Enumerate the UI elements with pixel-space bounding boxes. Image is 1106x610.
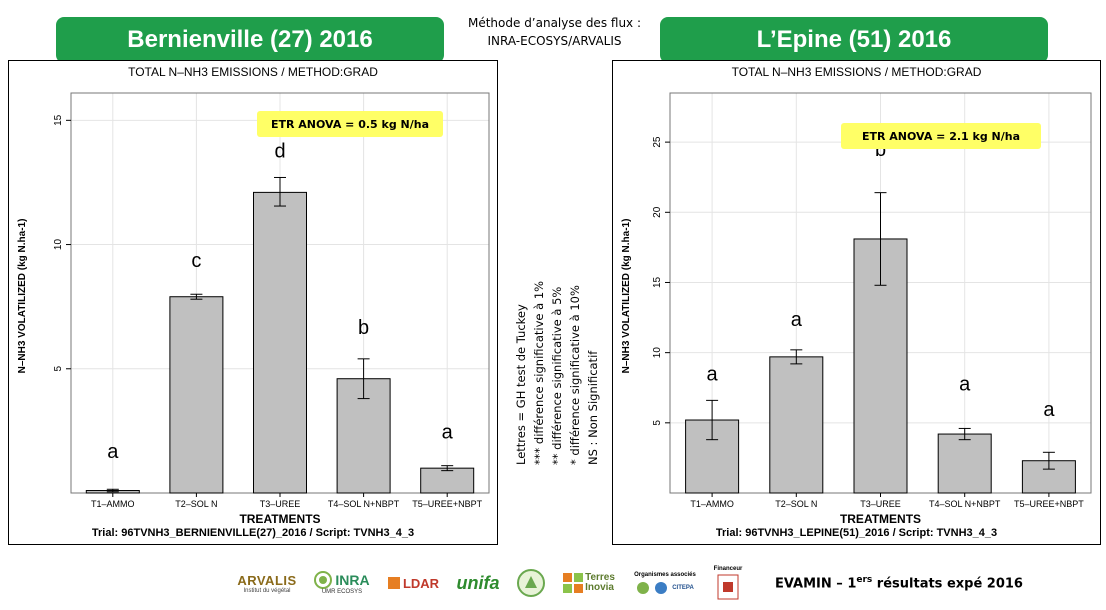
x-axis-label: TREATMENTS — [840, 512, 921, 526]
ldar-emblem-icon — [387, 577, 400, 589]
arvalis-logo: ARVALIS Institut du végétal — [234, 573, 300, 594]
footer-superscript: ers — [856, 575, 873, 585]
y-tick-label: 25 — [652, 136, 663, 148]
inra-logo: INRA UMR ECOSYS — [308, 571, 376, 595]
y-tick-label: 20 — [652, 206, 663, 218]
bar — [169, 296, 224, 494]
ademe-emblem-icon — [717, 574, 739, 600]
footer-text-after: résultats expé 2016 — [872, 576, 1023, 592]
y-tick-label: 15 — [652, 276, 663, 288]
legend-line: * différence significative à 10% — [568, 285, 582, 465]
significance-letter: b — [358, 317, 369, 339]
y-tick-label: 10 — [652, 347, 663, 359]
significance-letter: a — [707, 364, 719, 386]
x-tick-label: T5–UREE+NBPT — [412, 499, 482, 509]
terres-inovia-logo: Terres Inovia — [556, 573, 622, 593]
x-tick-label: T5–UREE+NBPT — [1014, 499, 1084, 509]
x-tick-label: T4–SOL N+NBPT — [328, 499, 400, 509]
significance-letter: a — [959, 374, 971, 396]
y-tick-label: 10 — [53, 239, 64, 251]
inra-logo-name: INRA — [335, 572, 370, 588]
terres-inovia-emblem-icon — [563, 573, 584, 593]
x-tick-label: T3–UREE — [860, 499, 901, 509]
significance-letter: b — [875, 139, 886, 161]
legend-line: Lettres = GH test de Tuckey — [514, 304, 528, 465]
unifa-logo-name: unifa — [456, 572, 500, 593]
legend-line: NS : Non Significatif — [586, 350, 600, 465]
significance-legend: Lettres = GH test de Tuckey *** différen… — [512, 165, 602, 465]
y-axis-label: N–NH3 VOLATILIZED (kg N.ha-1) — [621, 219, 632, 374]
y-tick-label: 5 — [652, 420, 663, 426]
ldar-logo-name: LDAR — [402, 575, 440, 591]
inra-logo-sub: UMR ECOSYS — [321, 589, 363, 595]
y-tick-label: 15 — [53, 114, 64, 126]
y-axis-label: N–NH3 VOLATILIZED (kg N.ha-1) — [17, 219, 28, 374]
trial-caption: Trial: 96TVNH3_LEPINE(51)_2016 / Script:… — [715, 527, 998, 539]
itb-emblem-icon — [517, 569, 545, 597]
financeur-logo: Financeur — [708, 566, 748, 600]
method-note: Méthode d’analyse des flux : INRA-ECOSYS… — [452, 14, 657, 50]
significance-letter: a — [107, 441, 119, 463]
etr-anova-label: ETR ANOVA = 0.5 kg N/ha — [271, 118, 429, 131]
assoc-org-icon — [637, 581, 650, 594]
terres-logo-name: Terres — [585, 572, 615, 583]
significance-letter: a — [442, 421, 454, 443]
unifa-logo: unifa — [450, 573, 506, 594]
site-banner-left-label: Bernienville (27) 2016 — [127, 26, 373, 53]
chart-title-text: TOTAL N–NH3 EMISSIONS / METHOD:GRAD — [128, 65, 378, 79]
significance-letter: a — [791, 309, 803, 331]
bar-chart-right: a a b a a 5 10 15 20 25 T1–AMMO T2–SOL N T3–UREE T4–S… — [621, 92, 1092, 526]
y-tick-label: 5 — [53, 366, 64, 372]
bar-chart-left: a c d b a 5 10 15 T1–AMMO T2–SOL N T3–UREE T4–SOL N… — [17, 92, 490, 526]
bar — [420, 467, 475, 494]
x-tick-label: T4–SOL N+NBPT — [929, 499, 1001, 509]
bar — [253, 191, 307, 494]
chart-title-text: TOTAL N–NH3 EMISSIONS / METHOD:GRAD — [731, 65, 982, 79]
inovia-logo-name: Inovia — [585, 582, 614, 593]
financeur-title: Financeur — [713, 566, 743, 572]
x-tick-label: T3–UREE — [260, 499, 301, 509]
associated-orgs-title: Organismes associés — [634, 571, 696, 578]
significance-letter: d — [274, 141, 285, 163]
footer-caption: EVAMIN – 1ers résultats expé 2016 — [775, 575, 1023, 591]
associated-orgs-logos: Organismes associés CITEPA — [630, 572, 700, 595]
ldar-logo: LDAR — [384, 576, 442, 591]
legend-line: *** différence significative à 1% — [532, 280, 546, 465]
site-banner-left: Bernienville (27) 2016 — [56, 17, 444, 63]
x-tick-label: T2–SOL N — [775, 499, 817, 509]
x-tick-label: T1–AMMO — [91, 499, 135, 509]
etr-anova-label: ETR ANOVA = 2.1 kg N/ha — [862, 130, 1020, 143]
etr-anova-box — [841, 123, 1041, 149]
bar — [937, 433, 992, 494]
arvalis-logo-name: ARVALIS — [237, 572, 297, 588]
bar — [769, 356, 824, 494]
legend-line: ** différence significative à 5% — [550, 286, 564, 465]
method-line-1: Méthode d’analyse des flux : — [467, 16, 642, 30]
method-line-2: INRA-ECOSYS/ARVALIS — [487, 34, 622, 48]
x-tick-label: T1–AMMO — [690, 499, 734, 509]
assoc-org-icon — [655, 581, 668, 594]
inra-emblem-icon — [314, 571, 333, 589]
etr-anova-box — [257, 111, 443, 137]
significance-letter: c — [191, 250, 201, 272]
x-axis-label: TREATMENTS — [239, 512, 320, 526]
footer-text-before: EVAMIN – 1 — [775, 576, 857, 592]
partner-logos: ARVALIS Institut du végétal INRA UMR ECO… — [234, 560, 748, 606]
arvalis-logo-sub: Institut du végétal — [243, 587, 291, 594]
chart-title: TOTAL N–NH3 EMISSIONS / METHOD:GRAD — [613, 65, 1100, 79]
chart-title: TOTAL N–NH3 EMISSIONS / METHOD:GRAD — [9, 65, 497, 79]
site-banner-right-label: L’Epine (51) 2016 — [756, 26, 952, 53]
citepa-logo-name: CITEPA — [672, 584, 694, 591]
site-banner-right: L’Epine (51) 2016 — [660, 17, 1048, 63]
x-tick-label: T2–SOL N — [175, 499, 217, 509]
significance-letter: a — [1043, 399, 1055, 421]
itb-logo — [514, 568, 548, 598]
trial-caption: Trial: 96TVNH3_BERNIENVILLE(27)_2016 / S… — [91, 527, 415, 539]
chart-panel-left: TOTAL N–NH3 EMISSIONS / METHOD:GRAD a c d b… — [8, 60, 498, 545]
